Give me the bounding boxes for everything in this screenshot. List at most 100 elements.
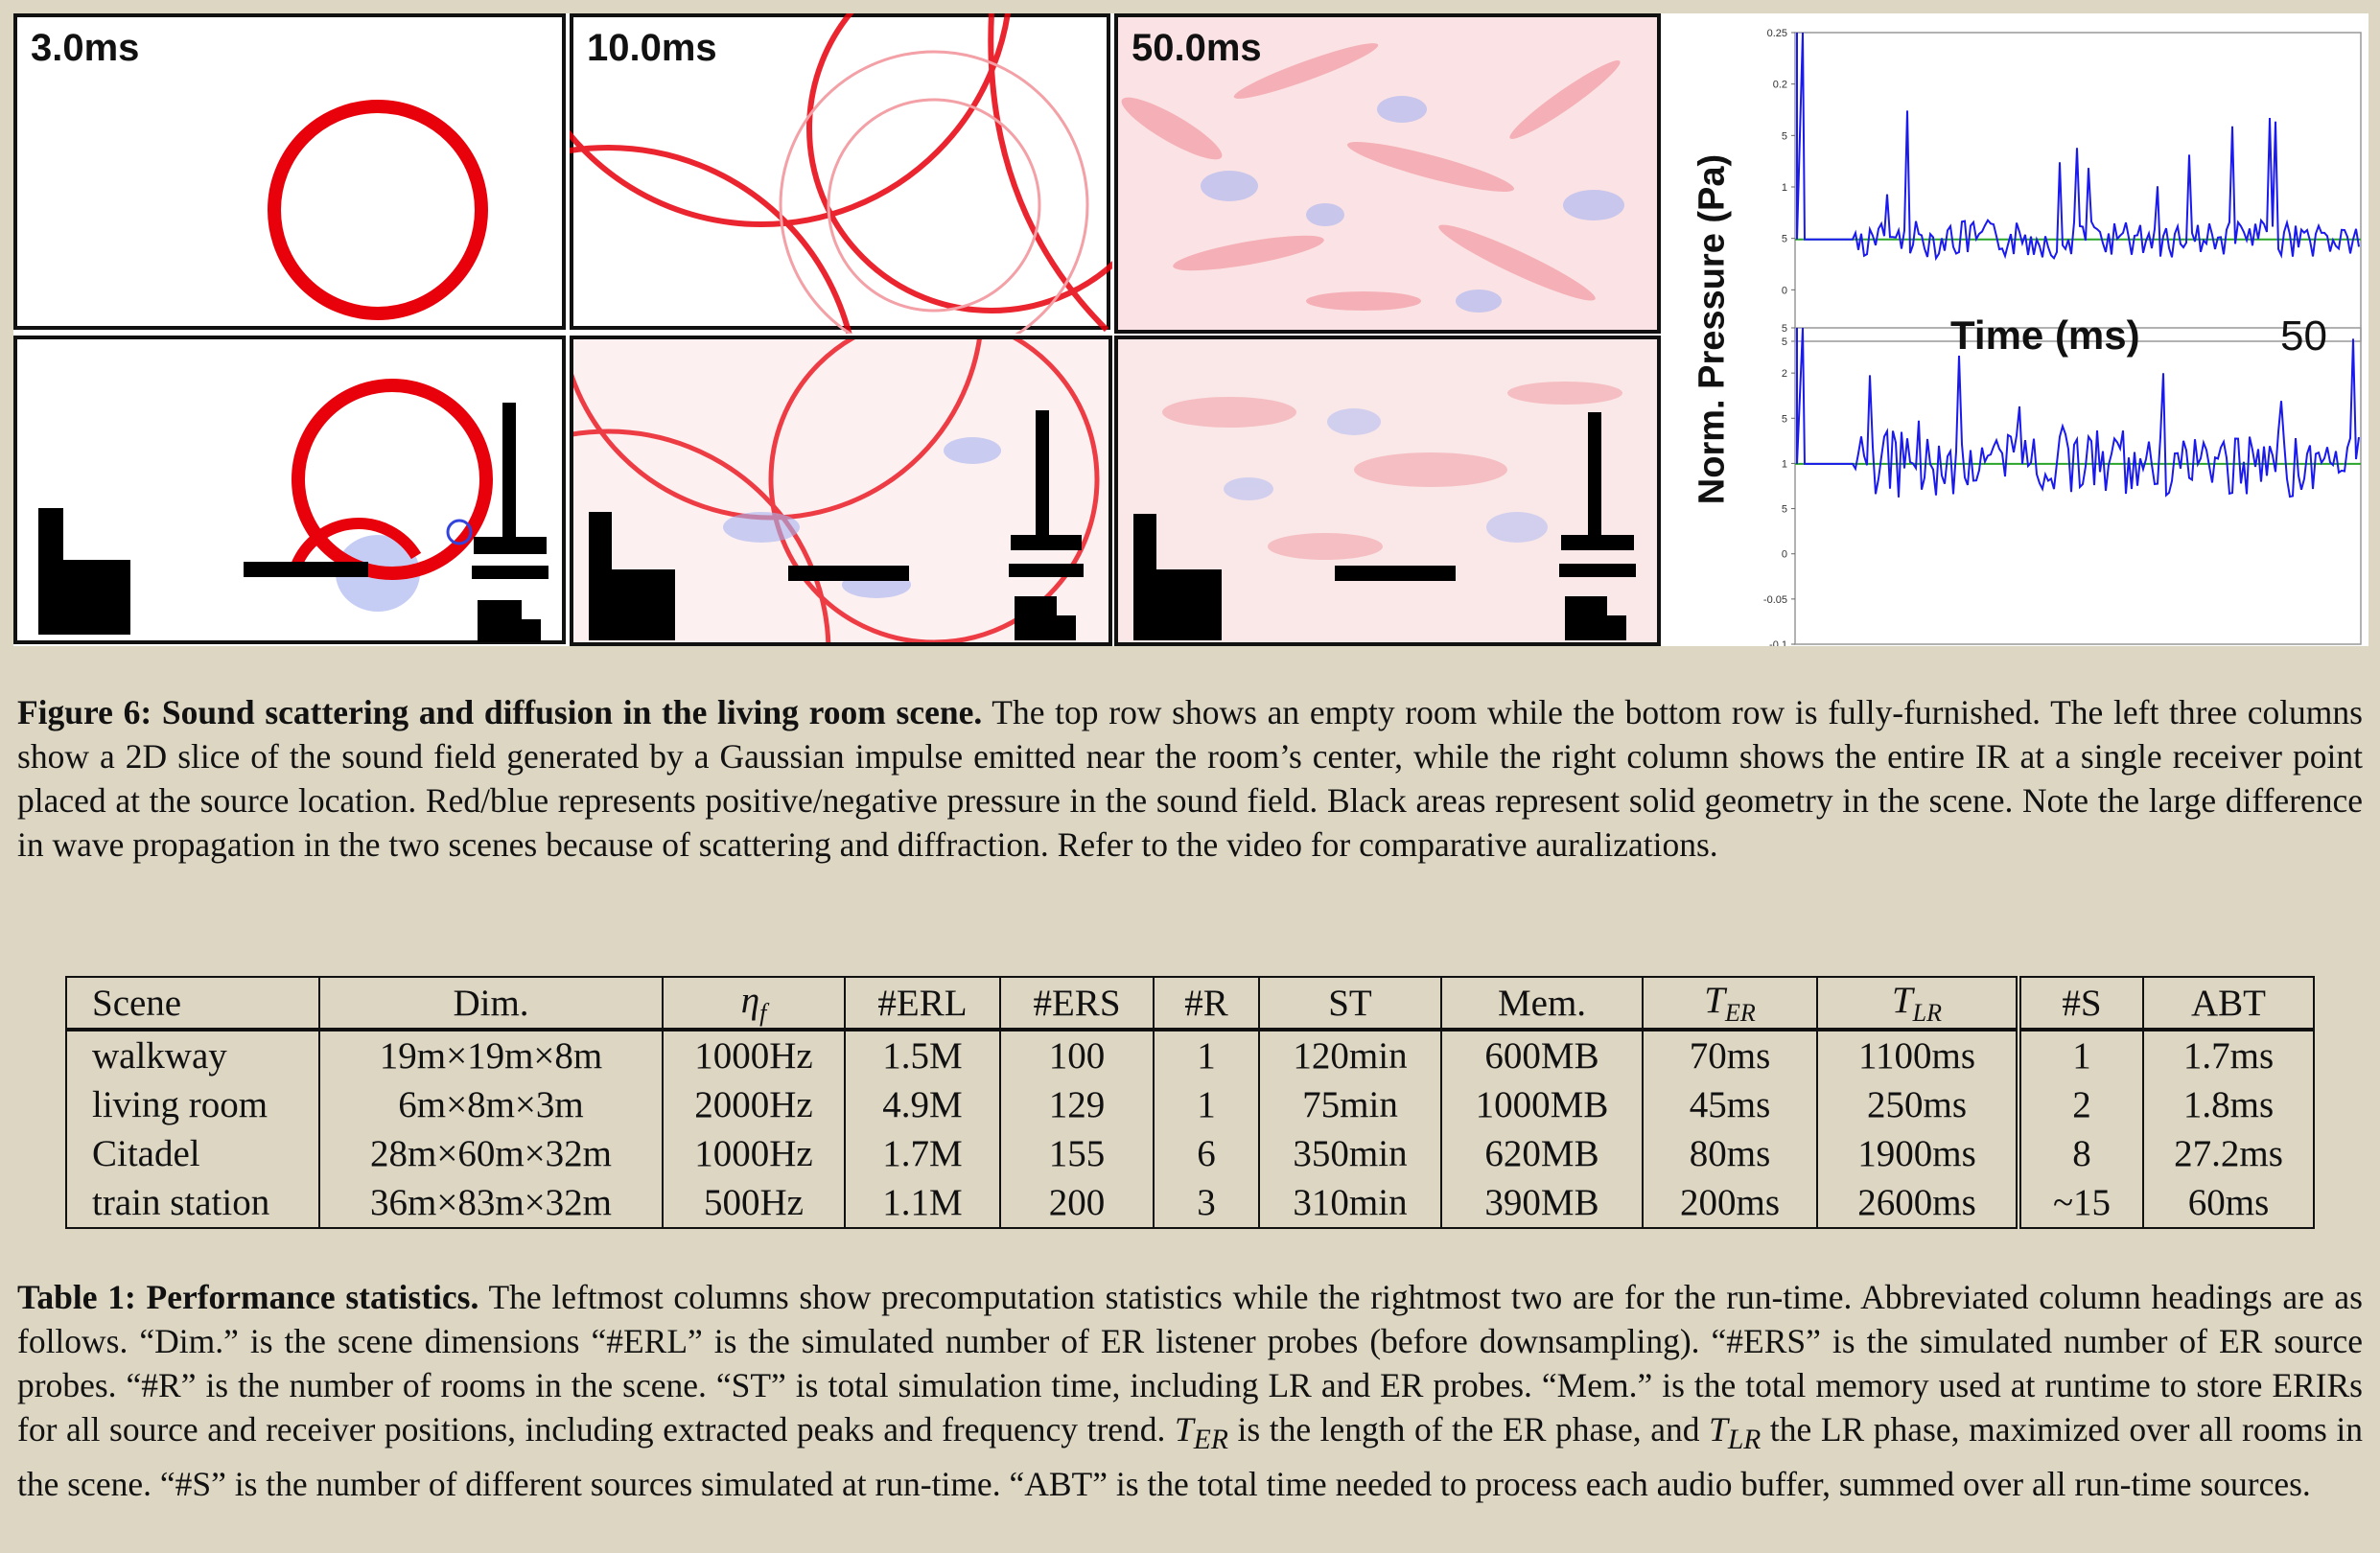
wavefield-empty-50ms bbox=[1114, 13, 1661, 334]
symbol-tlr: TLR bbox=[1709, 1410, 1762, 1456]
cell-mem: 600MB bbox=[1440, 1027, 1644, 1081]
ir-tick-label: 0 bbox=[1782, 549, 1787, 561]
performance-table: Scene Dim. ηf #ERL #ERS #R ST Mem. TER T… bbox=[65, 976, 2315, 1230]
cell-dim: 36m×83m×32m bbox=[318, 1177, 664, 1230]
impulse-response-plots: 0.25 0.2 5 1 5 0 5 5 2 5 1 5 0 -0.05 -0.1 Norm. Press… bbox=[1692, 13, 2368, 651]
cell-s: 2 bbox=[2018, 1080, 2144, 1129]
ir-tick-label: 1 bbox=[1782, 458, 1787, 470]
cell-eta: 500Hz bbox=[662, 1177, 846, 1230]
cell-scene: train station bbox=[65, 1177, 320, 1230]
ir-tick-label: 5 bbox=[1782, 323, 1787, 335]
figure-6: 3.0ms 10.0ms bbox=[13, 13, 2368, 651]
cell-r: 1 bbox=[1153, 1027, 1260, 1081]
panel-empty-10ms: 10.0ms bbox=[570, 13, 1112, 334]
cell-tlr: 1900ms bbox=[1816, 1129, 2021, 1178]
x-axis-end-label: 50 bbox=[2280, 313, 2327, 359]
cell-mem: 620MB bbox=[1440, 1129, 1644, 1178]
wavefield-furnished-3ms bbox=[13, 336, 566, 644]
ir-tick-label: 0 bbox=[1782, 285, 1787, 296]
wavefield-empty-3ms bbox=[13, 13, 566, 330]
header-eta: ηf bbox=[662, 976, 846, 1031]
cell-ers: 200 bbox=[999, 1177, 1155, 1230]
table-caption-title: Table 1: Performance statistics. bbox=[17, 1278, 479, 1316]
header-s: #S bbox=[2018, 976, 2144, 1031]
ir-tick-label: 0.2 bbox=[1773, 80, 1787, 91]
header-scene: Scene bbox=[65, 976, 320, 1031]
table-row: living room 6m×8m×3m 2000Hz 4.9M 129 1 75min 10… bbox=[65, 1080, 2315, 1129]
header-tlr: TLR bbox=[1816, 976, 2021, 1031]
header-abt: ABT bbox=[2142, 976, 2315, 1031]
cell-erl: 1.1M bbox=[844, 1177, 1001, 1230]
furniture-geometry bbox=[589, 410, 1084, 640]
cell-tlr: 1100ms bbox=[1816, 1027, 2021, 1081]
furniture-geometry bbox=[1133, 412, 1636, 640]
cell-dim: 19m×19m×8m bbox=[318, 1027, 664, 1081]
wavefield-furnished-10ms bbox=[570, 336, 1112, 646]
header-ter: TER bbox=[1642, 976, 1818, 1031]
ir-tick-label: 5 bbox=[1782, 504, 1787, 516]
header-dim: Dim. bbox=[318, 976, 664, 1031]
header-ers: #ERS bbox=[999, 976, 1155, 1031]
cell-eta: 1000Hz bbox=[662, 1027, 846, 1081]
cell-s: 1 bbox=[2018, 1027, 2144, 1081]
table-caption-text-1: The leftmost columns show precomputation… bbox=[17, 1278, 2363, 1449]
ir-tick-label: -0.05 bbox=[1763, 594, 1787, 606]
header-st: ST bbox=[1258, 976, 1442, 1031]
table-caption: Table 1: Performance statistics. The lef… bbox=[17, 1275, 2363, 1506]
panel-furnished-10ms bbox=[570, 336, 1112, 646]
ir-tick-label: -0.1 bbox=[1769, 639, 1787, 646]
panel-empty-50ms: 50.0ms bbox=[1114, 13, 1661, 334]
cell-ter: 70ms bbox=[1642, 1027, 1818, 1081]
cell-scene: living room bbox=[65, 1080, 320, 1129]
cell-r: 3 bbox=[1153, 1177, 1260, 1230]
table-caption-text-2: is the length of the ER phase, and bbox=[1227, 1410, 1710, 1449]
cell-dim: 28m×60m×32m bbox=[318, 1129, 664, 1178]
cell-ter: 45ms bbox=[1642, 1080, 1818, 1129]
cell-tlr: 2600ms bbox=[1816, 1177, 2021, 1230]
time-label-50ms: 50.0ms bbox=[1132, 27, 1262, 69]
table-body: walkway 19m×19m×8m 1000Hz 1.5M 100 1 120min 600… bbox=[65, 1027, 2315, 1230]
cell-mem: 390MB bbox=[1440, 1177, 1644, 1230]
cell-st: 310min bbox=[1258, 1177, 1442, 1230]
x-axis-label: Time (ms) bbox=[1950, 313, 2140, 358]
symbol-ter: TER bbox=[1175, 1410, 1228, 1456]
wavefield-empty-10ms bbox=[570, 13, 1112, 334]
cell-r: 1 bbox=[1153, 1080, 1260, 1129]
cell-ers: 155 bbox=[999, 1129, 1155, 1178]
header-mem: Mem. bbox=[1440, 976, 1644, 1031]
cell-ers: 100 bbox=[999, 1027, 1155, 1081]
cell-abt: 1.8ms bbox=[2142, 1080, 2315, 1129]
cell-ter: 80ms bbox=[1642, 1129, 1818, 1178]
ir-plot-furnished: 5 2 5 1 5 0 -0.05 -0.1 bbox=[1763, 323, 2362, 651]
cell-erl: 4.9M bbox=[844, 1080, 1001, 1129]
figure-caption: Figure 6: Sound scattering and diffusion… bbox=[17, 690, 2363, 867]
figure-caption-title: Figure 6: Sound scattering and diffusion… bbox=[17, 693, 983, 731]
cell-eta: 1000Hz bbox=[662, 1129, 846, 1178]
header-erl: #ERL bbox=[844, 976, 1001, 1031]
ir-tick-label: 5 bbox=[1782, 336, 1787, 348]
cell-dim: 6m×8m×3m bbox=[318, 1080, 664, 1129]
y-axis-label: Norm. Pressure (Pa) bbox=[1692, 153, 1733, 505]
cell-ers: 129 bbox=[999, 1080, 1155, 1129]
figure-caption-text: The top row shows an empty room while th… bbox=[17, 693, 2363, 864]
panel-empty-3ms: 3.0ms bbox=[13, 13, 568, 334]
table-row: train station 36m×83m×32m 500Hz 1.1M 200 3 310… bbox=[65, 1177, 2315, 1230]
ir-tick-label: 2 bbox=[1782, 368, 1787, 380]
cell-erl: 1.7M bbox=[844, 1129, 1001, 1178]
time-label-10ms: 10.0ms bbox=[587, 27, 717, 69]
header-r: #R bbox=[1153, 976, 1260, 1031]
panel-furnished-3ms bbox=[13, 336, 568, 646]
cell-st: 120min bbox=[1258, 1027, 1442, 1081]
cell-mem: 1000MB bbox=[1440, 1080, 1644, 1129]
cell-scene: walkway bbox=[65, 1027, 320, 1081]
cell-scene: Citadel bbox=[65, 1129, 320, 1178]
cell-s: ~15 bbox=[2018, 1177, 2144, 1230]
ir-tick-label: 5 bbox=[1782, 413, 1787, 425]
cell-st: 350min bbox=[1258, 1129, 1442, 1178]
ir-tick-label: 1 bbox=[1782, 182, 1787, 194]
table-header-row: Scene Dim. ηf #ERL #ERS #R ST Mem. TER T… bbox=[65, 976, 2315, 1031]
ir-tick-label: 5 bbox=[1782, 130, 1787, 142]
cell-tlr: 250ms bbox=[1816, 1080, 2021, 1129]
wavefield-furnished-50ms bbox=[1114, 336, 1661, 646]
